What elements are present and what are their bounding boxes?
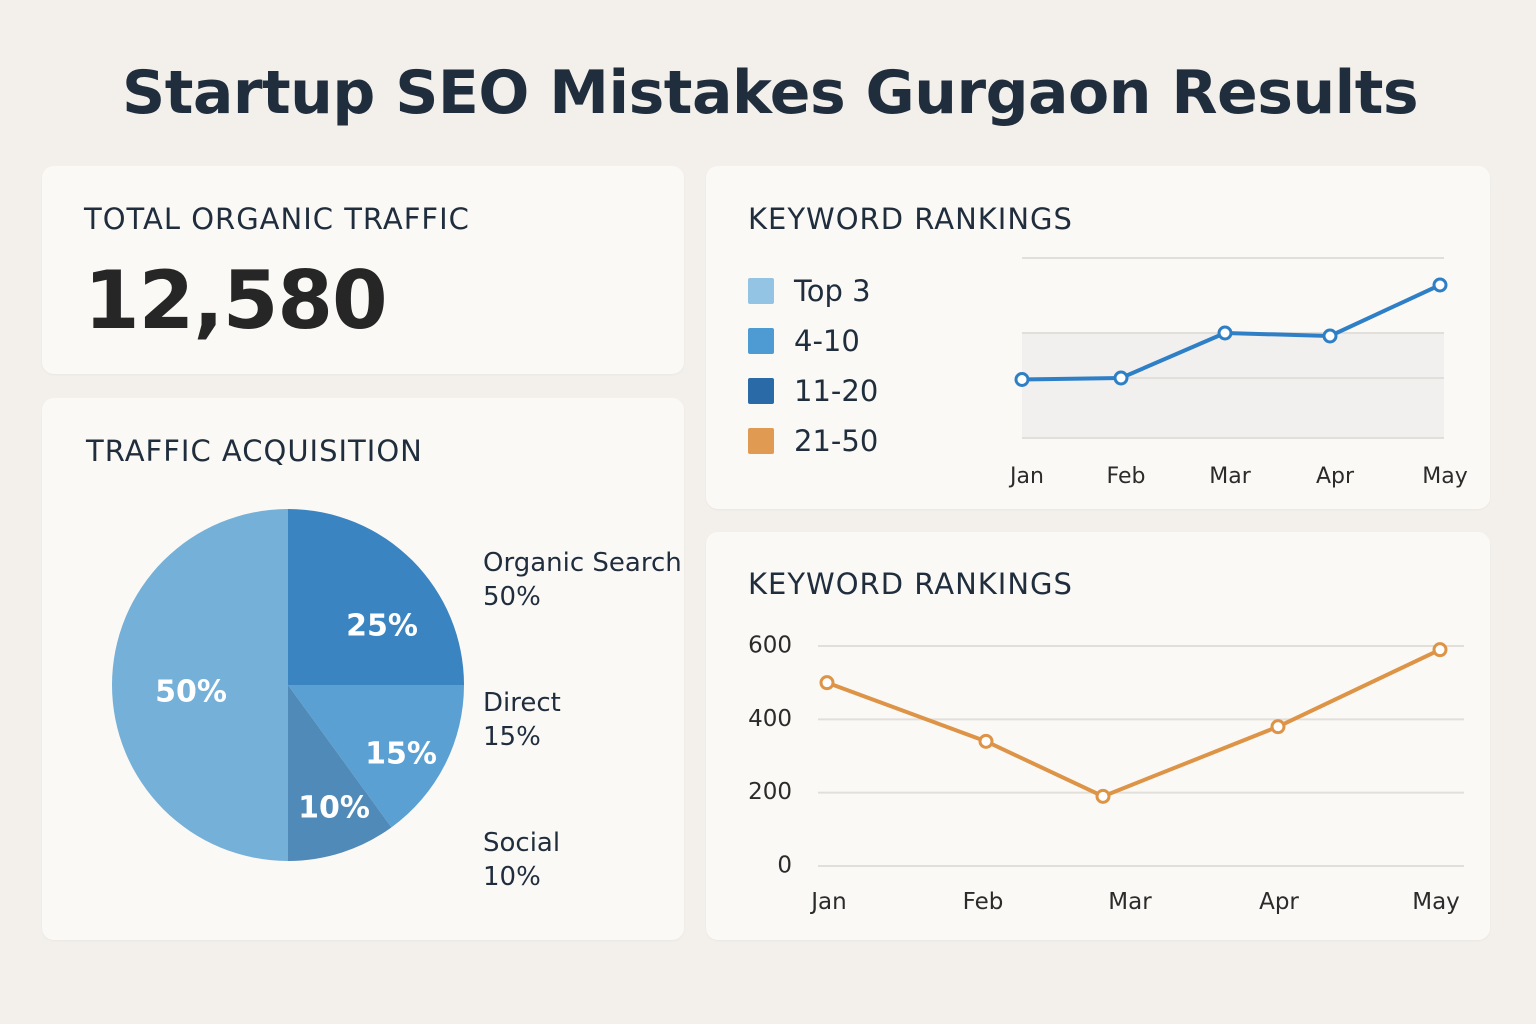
total-traffic-value: 12,580	[84, 254, 388, 347]
data-point	[1014, 372, 1030, 387]
legend-item-top3: Top 3	[748, 266, 878, 316]
x-tick-label: Apr	[1259, 889, 1299, 915]
keyword-rankings-legend: Top 3 4-10 11-20 21-50	[748, 266, 878, 466]
traffic-pie-chart: 50% 25% 15% 10%	[112, 509, 464, 861]
data-point	[978, 733, 994, 749]
series-line	[826, 647, 1441, 799]
total-traffic-card: TOTAL ORGANIC TRAFFIC 12,580	[42, 166, 684, 374]
x-tick-label: Mar	[1209, 464, 1251, 489]
data-point	[1113, 370, 1129, 386]
pie-slice	[288, 685, 464, 828]
legend-label-4-10: 4-10	[794, 324, 860, 358]
data-point	[1432, 277, 1448, 293]
x-tick-label: Feb	[963, 889, 1004, 915]
traffic-acquisition-card: TRAFFIC ACQUISITION 50% 25% 15% 10% Organic…	[42, 398, 684, 940]
legend-swatch-top3	[748, 278, 774, 304]
legend-label-top3: Top 3	[794, 274, 871, 308]
x-tick-label: Mar	[1108, 889, 1152, 915]
legend-item-4-10: 4-10	[748, 316, 878, 366]
page-title: Startup SEO Mistakes Gurgaon Results	[122, 58, 1419, 128]
pie-legend-social-pct: 10%	[483, 862, 541, 892]
keyword-rankings-card-1: KEYWORD RANKINGS Top 3 4-10 11-20 21-50 …	[706, 166, 1490, 509]
legend-swatch-21-50	[748, 428, 774, 454]
traffic-acquisition-label: TRAFFIC ACQUISITION	[86, 434, 423, 468]
pie-slice	[288, 685, 392, 861]
x-tick-label: Jan	[1008, 464, 1044, 489]
pie-slice-label: 25%	[346, 609, 418, 644]
chart-plot-area	[1022, 333, 1444, 438]
pie-legend-organic: Organic Search 50%	[483, 546, 682, 614]
pie-legend-direct-pct: 15%	[483, 722, 541, 752]
legend-item-11-20: 11-20	[748, 366, 878, 416]
data-point	[1432, 642, 1448, 658]
data-point	[1270, 719, 1286, 735]
legend-swatch-11-20	[748, 378, 774, 404]
x-tick-label: Feb	[1107, 464, 1146, 489]
y-tick-label: 0	[777, 853, 792, 879]
legend-item-21-50: 21-50	[748, 416, 878, 466]
legend-label-21-50: 21-50	[794, 424, 879, 458]
pie-slice-label: 50%	[155, 675, 227, 710]
pie-slice	[112, 509, 288, 861]
y-tick-label: 400	[748, 706, 792, 732]
pie-legend-direct: Direct 15%	[483, 686, 561, 754]
pie-slice-label: 15%	[365, 737, 437, 772]
pie-legend-direct-name: Direct	[483, 688, 561, 718]
x-tick-label: May	[1422, 464, 1467, 489]
pie-legend-organic-name: Organic Search	[483, 548, 682, 578]
legend-label-11-20: 11-20	[794, 374, 879, 408]
data-point	[819, 675, 835, 691]
pie-legend-social-name: Social	[483, 828, 561, 858]
x-tick-label: Jan	[809, 889, 846, 915]
keyword-rankings-line-chart-2: 0 200 400 600 Jan Feb Mar Apr May	[748, 633, 1464, 915]
keyword-rankings-2-label: KEYWORD RANKINGS	[748, 567, 1073, 601]
pie-slice	[288, 509, 464, 685]
y-tick-label: 600	[748, 633, 792, 659]
total-traffic-label: TOTAL ORGANIC TRAFFIC	[84, 202, 470, 236]
keyword-rankings-line-chart-1: Jan Feb Mar Apr May	[1008, 257, 1468, 489]
y-tick-label: 200	[748, 779, 792, 805]
legend-swatch-4-10	[748, 328, 774, 354]
x-tick-label: May	[1412, 889, 1460, 915]
keyword-rankings-1-label: KEYWORD RANKINGS	[748, 202, 1073, 236]
pie-slice-label: 10%	[298, 791, 370, 826]
pie-legend-organic-pct: 50%	[483, 582, 541, 612]
x-tick-label: Apr	[1316, 464, 1355, 489]
data-point	[1095, 788, 1111, 804]
keyword-rankings-card-2: KEYWORD RANKINGS 0 200 400 600 Jan Feb Mar Apr M…	[706, 532, 1490, 940]
data-point	[1322, 328, 1338, 344]
data-point	[1217, 325, 1233, 341]
pie-legend-social: Social 10%	[483, 826, 560, 894]
